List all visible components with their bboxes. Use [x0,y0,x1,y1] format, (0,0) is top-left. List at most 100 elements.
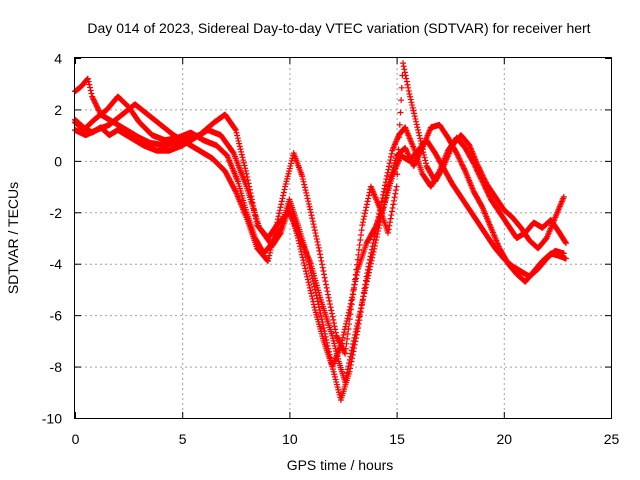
data-point [326,297,333,304]
data-point [324,291,331,298]
data-point [387,215,394,222]
data-point [409,102,416,109]
data-point [355,246,362,253]
data-point [458,161,465,168]
data-point [560,250,567,257]
data-point [320,268,327,275]
data-point [343,320,350,327]
data-point [303,192,310,199]
data-point [405,84,412,91]
data-point [95,106,102,113]
data-point [278,198,285,205]
data-point [356,241,363,248]
axis-ticks: 0 5 10 15 20 25 -10 -8 -6 -4 -2 0 2 4 [42,51,620,448]
data-point [362,277,369,284]
data-point [301,181,308,188]
data-point [356,317,363,324]
data-point [367,253,374,260]
data-point [235,137,242,144]
data-point [342,350,349,357]
data-point [89,93,96,100]
data-point [309,275,316,282]
data-point [386,163,393,170]
data-point [387,157,394,164]
data-point [280,189,287,196]
data-point [311,227,318,234]
data-point [300,178,307,185]
data-point [331,323,338,330]
data-point [86,81,93,88]
x-tick-label: 0 [72,431,80,447]
data-point [355,325,362,331]
data-point [347,361,354,368]
data-point [353,335,360,342]
data-point [275,213,282,220]
data-point [232,187,239,194]
data-point [294,235,301,241]
data-point [266,252,273,259]
data-point [417,135,424,142]
data-point [345,309,352,316]
data-point [318,313,325,320]
data-point [302,187,309,194]
data-point [304,255,311,262]
data-point [369,243,376,250]
data-point [476,165,483,172]
data-point [91,99,98,106]
data-point [481,176,488,183]
data-point [276,207,283,214]
data-point [410,107,417,114]
data-point [312,289,319,296]
data-point [355,321,362,328]
data-point [356,313,363,320]
data-point [334,335,341,342]
series-sat-d [72,116,567,370]
data-point [328,310,335,317]
data-point [412,115,419,122]
data-point [455,154,462,161]
data-point [382,179,389,186]
data-point [91,97,98,104]
data-point [353,331,360,338]
data-point [93,101,100,108]
data-point [314,238,321,245]
data-point [281,186,288,193]
data-point [341,326,348,333]
data-point [400,60,407,67]
data-point [338,340,345,347]
data-point [456,155,463,162]
data-point [353,275,360,282]
y-tick-label: 4 [54,51,62,67]
data-point [280,192,287,199]
data-point [411,161,418,168]
data-point [388,208,395,215]
data-point [296,240,303,247]
data-point [370,236,377,243]
y-tick-label: -8 [50,359,63,375]
data-point [88,90,95,97]
data-point [323,284,330,291]
data-point [562,255,569,262]
data-point [307,287,314,294]
data-point [308,269,315,276]
data-point [308,272,315,279]
data-point [407,93,414,100]
data-point [397,109,404,116]
data-point [386,222,393,229]
data-point [298,248,305,255]
data-point [477,167,484,174]
data-point [415,129,422,136]
data-points [72,60,569,403]
data-point [272,227,279,234]
data-point [460,163,467,170]
data-point [345,312,352,319]
data-point [333,332,340,339]
data-point [421,154,428,161]
data-point [229,149,236,156]
data-point [239,154,246,161]
data-point [296,243,303,250]
data-point [304,276,311,283]
data-point [402,145,409,151]
data-point [303,250,310,257]
data-point [402,146,409,153]
